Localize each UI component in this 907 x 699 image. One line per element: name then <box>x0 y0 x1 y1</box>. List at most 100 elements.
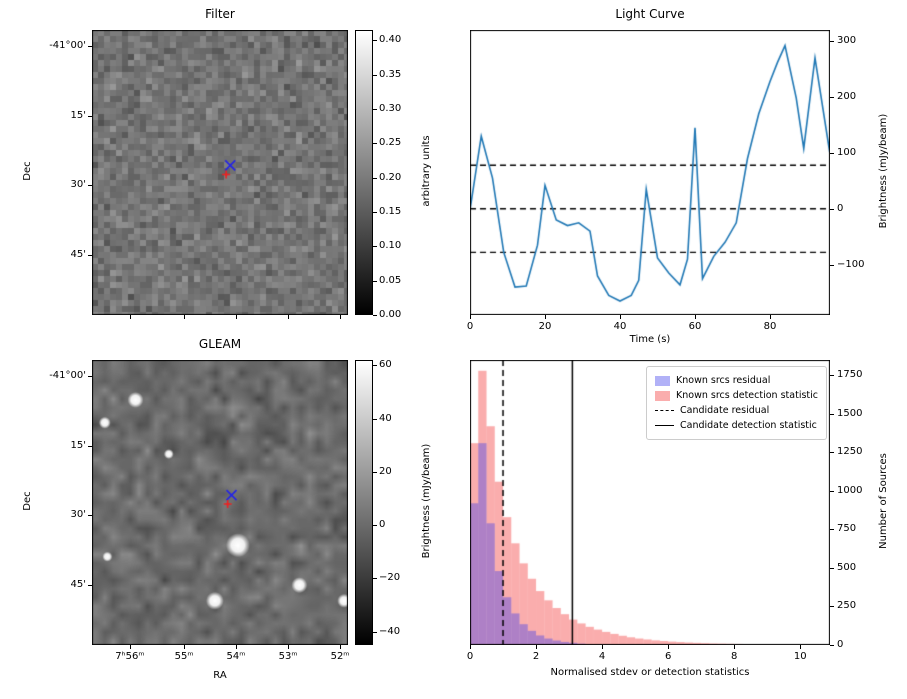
lightcurve-xtick-mark <box>770 315 771 319</box>
filter-colorbar-tick-mark <box>373 177 377 179</box>
histogram-ytick-label: 0 <box>837 639 844 650</box>
histogram-ytick-mark <box>830 645 834 646</box>
gleam-colorbar-tick-label: 60 <box>379 359 392 371</box>
legend-patch-swatch <box>655 390 670 401</box>
gleam-ytick-mark <box>88 585 92 587</box>
histogram-xlabel: Normalised stdev or detection statistics <box>550 667 750 678</box>
filter-colorbar-tick-label: 0.35 <box>379 68 402 80</box>
histogram-xtick-label: 4 <box>598 651 606 662</box>
gleam-xtick-label: 7ʰ56ᵐ <box>115 651 145 662</box>
filter-colorbar-label: arbitrary units <box>421 135 432 207</box>
legend-entry: Candidate residual <box>655 404 818 417</box>
histogram-ytick-mark <box>830 452 834 454</box>
histogram-ytick-label: 500 <box>837 561 857 573</box>
histogram-xtick-label: 0 <box>466 651 474 662</box>
gleam-colorbar-tick-label: −40 <box>379 625 401 637</box>
lightcurve-xtick-label: 60 <box>688 321 702 332</box>
histogram-ytick-mark <box>830 490 834 492</box>
gleam-xtick-mark <box>129 645 131 649</box>
gleam-xtick-mark <box>236 645 237 649</box>
gleam-colorbar-tick-mark <box>373 418 377 420</box>
histogram-ytick-mark <box>830 567 834 569</box>
gleam-ylabel: Dec <box>22 491 33 511</box>
filter-colorbar-tick-label: 0.15 <box>379 205 402 217</box>
gleam-xlabel: RA <box>213 670 227 681</box>
gleam-colorbar-tick-label: 0 <box>379 519 386 531</box>
filter-ytick-label: 30' <box>70 179 86 191</box>
gleam-colorbar-tick-mark <box>373 631 377 633</box>
gleam-ytick-mark <box>88 375 92 377</box>
gleam-xtick-label: 53ᵐ <box>278 651 298 662</box>
legend-line-swatch <box>655 425 674 426</box>
filter-colorbar-tick-label: 0.20 <box>379 171 402 183</box>
legend-line-swatch <box>655 410 674 411</box>
filter-colorbar-tick-label: 0.40 <box>379 34 402 46</box>
lightcurve-ytick-label: 300 <box>837 35 857 47</box>
gleam-xtick-label: 52ᵐ <box>330 651 350 662</box>
lightcurve-ytick-label: 100 <box>837 146 857 158</box>
legend-label: Known srcs detection statistic <box>676 390 818 401</box>
histogram-xtick-label: 8 <box>731 651 738 662</box>
lightcurve-xtick-label: 0 <box>466 321 474 332</box>
lightcurve-xtick-label: 80 <box>763 321 777 332</box>
histogram-xtick-mark <box>734 645 736 649</box>
filter-colorbar-tick-mark <box>373 246 377 248</box>
gleam-colorbar-label: Brightness (mJy/beam) <box>421 443 432 559</box>
lightcurve-canvas <box>470 30 830 315</box>
gleam-ytick-mark <box>88 445 92 447</box>
histogram-xtick-mark <box>668 645 670 649</box>
filter-xtick-mark <box>236 315 237 319</box>
legend-patch-swatch <box>655 375 670 386</box>
histogram-ytick-label: 1500 <box>837 407 863 419</box>
gleam-ytick-label: 15' <box>70 439 86 451</box>
lightcurve-xtick-mark <box>470 315 471 319</box>
gleam-ytick-label: -41°00' <box>49 369 86 381</box>
gleam-xtick-label: 55ᵐ <box>174 651 194 662</box>
legend-label: Candidate residual <box>680 405 770 416</box>
filter-colorbar <box>355 30 373 315</box>
lightcurve-ytick-label: 200 <box>837 91 857 103</box>
lightcurve-xtick-mark <box>545 315 546 319</box>
gleam-colorbar <box>355 360 373 645</box>
histogram-xtick-mark <box>602 645 604 649</box>
legend-entry: Known srcs detection statistic <box>655 389 818 402</box>
gleam-colorbar-tick-mark <box>373 365 377 367</box>
filter-ytick-mark <box>88 185 92 187</box>
filter-xtick-mark <box>129 315 131 319</box>
histogram-ylabel: Number of Sources <box>878 453 889 549</box>
lightcurve-xtick-label: 40 <box>613 321 627 332</box>
filter-colorbar-tick-mark <box>373 315 377 316</box>
gleam-ytick-mark <box>88 515 92 517</box>
histogram-ytick-label: 250 <box>837 600 857 612</box>
histogram-xtick-mark <box>470 645 471 649</box>
lightcurve-ytick-mark <box>830 264 834 266</box>
gleam-colorbar-tick-mark <box>373 471 377 473</box>
lightcurve-ytick-mark <box>830 152 834 154</box>
histogram-ytick-label: 1000 <box>837 484 863 496</box>
filter-colorbar-tick-mark <box>373 280 377 282</box>
legend-entry: Candidate detection statistic <box>655 419 818 432</box>
lightcurve-xtick-mark <box>695 315 696 319</box>
histogram-xtick-mark <box>536 645 538 649</box>
filter-colorbar-tick-mark <box>373 211 377 213</box>
filter-ytick-mark <box>88 115 92 117</box>
filter-colorbar-tick-label: 0.30 <box>379 102 402 114</box>
legend-label: Candidate detection statistic <box>680 420 817 431</box>
filter-xtick-mark <box>288 315 290 319</box>
filter-ytick-mark <box>88 255 92 257</box>
filter-ytick-label: 15' <box>70 109 86 121</box>
gleam-colorbar-tick-mark <box>373 525 377 527</box>
lightcurve-ytick-mark <box>830 41 834 43</box>
histogram-xtick-label: 6 <box>664 651 672 662</box>
histogram-ytick-mark <box>830 413 834 415</box>
lightcurve-title: Light Curve <box>615 7 685 21</box>
lightcurve-ytick-label: −100 <box>837 258 865 270</box>
filter-ytick-label: 45' <box>70 249 86 261</box>
filter-colorbar-tick-label: 0.25 <box>379 137 402 149</box>
histogram-ytick-label: 1750 <box>837 369 863 381</box>
filter-colorbar-tick-label: 0.00 <box>379 309 402 320</box>
histogram-ytick-label: 1250 <box>837 446 863 458</box>
legend-label: Known srcs residual <box>676 375 771 386</box>
filter-xtick-mark <box>184 315 186 319</box>
